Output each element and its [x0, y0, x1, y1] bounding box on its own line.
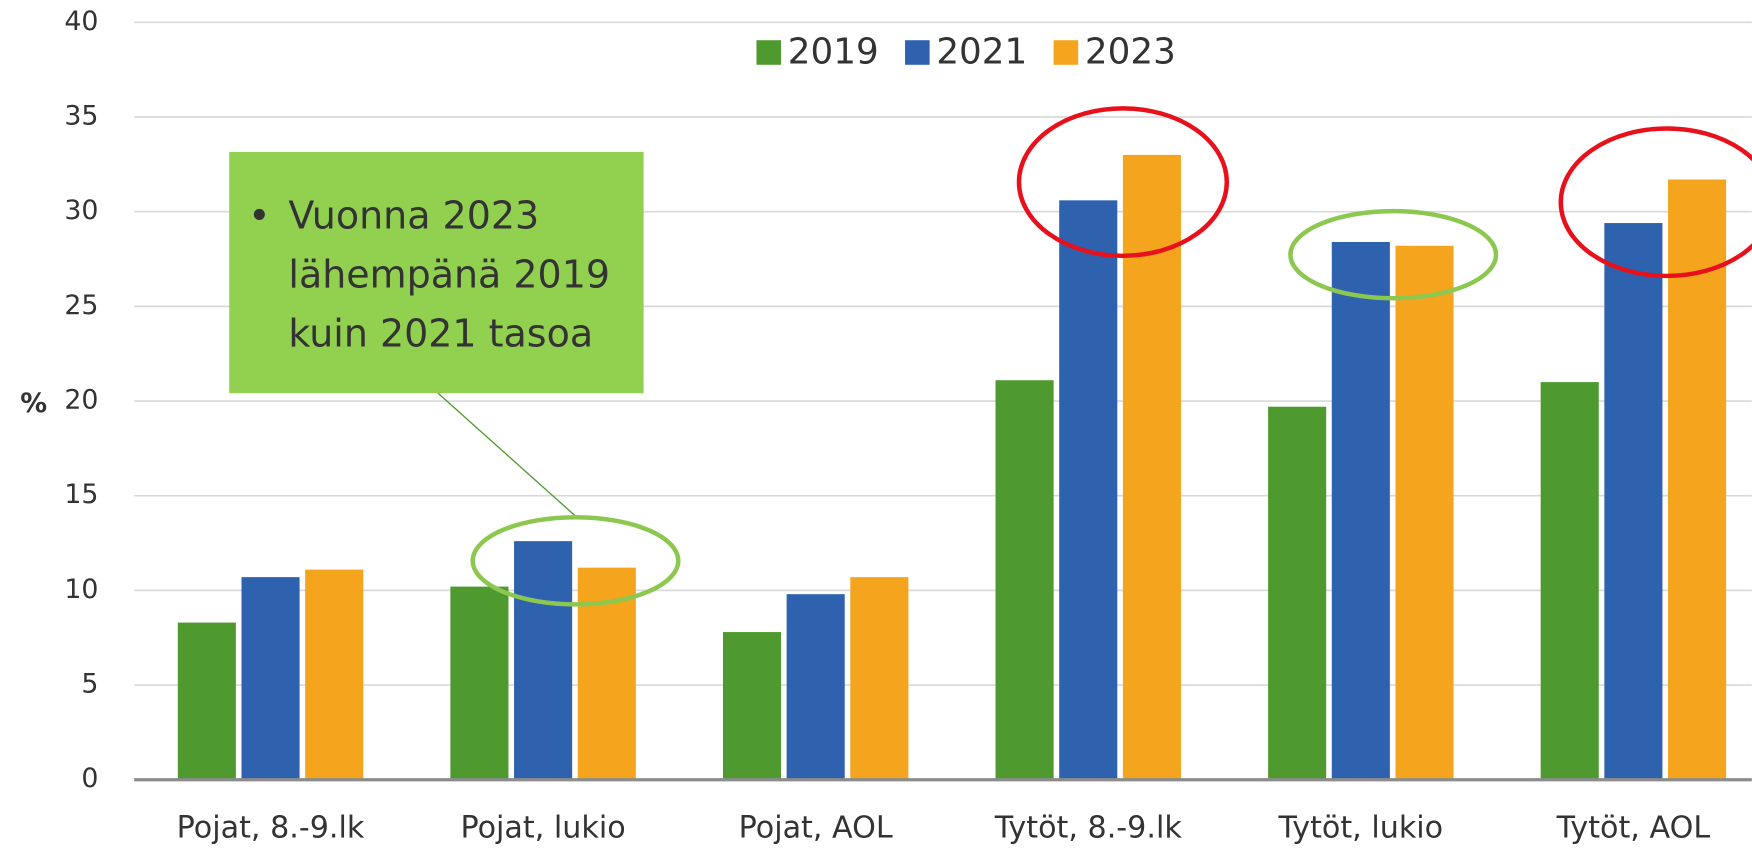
bar [1395, 245, 1454, 780]
bar [1122, 154, 1181, 780]
y-tick-label: 25 [64, 290, 98, 321]
bar [1059, 200, 1118, 780]
x-tick-label: Tytöt, lukio [1278, 810, 1444, 845]
y-tick-label: 30 [64, 195, 98, 226]
bar [177, 622, 236, 780]
bar [786, 594, 845, 780]
legend-swatch [1053, 40, 1079, 65]
x-tick-label: Pojat, AOL [739, 810, 893, 845]
x-tick-label: Pojat, lukio [461, 810, 626, 845]
legend-label: 2019 [788, 32, 879, 73]
bar [1268, 406, 1327, 780]
bars [134, 154, 1752, 782]
bar [722, 632, 782, 780]
bar [850, 577, 909, 780]
bar [1540, 382, 1599, 780]
y-tick-label: 15 [64, 479, 98, 510]
bar [995, 380, 1054, 780]
bar [1668, 179, 1727, 780]
y-tick-label: 20 [64, 385, 98, 416]
y-tick-label: 10 [64, 574, 98, 605]
bar [450, 586, 509, 780]
bar [514, 541, 573, 780]
annotation-line: lähempänä 2019 [288, 253, 610, 297]
legend: 2019 2021 2023 [756, 32, 1176, 73]
y-tick-label: 0 [81, 763, 98, 794]
highlight-ellipse [470, 514, 681, 607]
bar [305, 569, 364, 780]
annotation-text: Vuonna 2023 lähempänä 2019 kuin 2021 tasoa [288, 193, 610, 355]
x-tick-label: Tytöt, AOL [1556, 810, 1711, 845]
bar [241, 577, 300, 780]
annotation-pointer [437, 392, 576, 517]
annotation-box [229, 151, 644, 394]
bar [1331, 241, 1390, 780]
highlight-ellipse [1288, 208, 1499, 301]
x-tick-label: Pojat, 8.-9.lk [177, 810, 365, 845]
legend-swatch [905, 40, 930, 65]
highlight-ellipse [1558, 126, 1752, 279]
y-tick-label: 35 [64, 101, 98, 132]
y-tick-label: 40 [64, 6, 98, 37]
bar [1604, 223, 1663, 780]
highlight-ellipse [1016, 106, 1230, 259]
annotation-line: kuin 2021 tasoa [288, 312, 593, 356]
annotation-line: Vuonna 2023 [288, 193, 539, 237]
annotation-bullet: • [248, 193, 270, 237]
legend-label: 2021 [936, 32, 1027, 73]
y-axis-label: % [20, 388, 47, 419]
x-tick-label: Tytöt, 8.-9.lk [994, 810, 1183, 845]
grid: 0 5 10 15 20 25 30 35 40 Pojat, 8.-9.lk Pojat, luk… [64, 6, 1752, 845]
legend-swatch [756, 40, 782, 65]
y-tick-label: 5 [81, 669, 98, 700]
legend-label: 2023 [1085, 32, 1176, 73]
